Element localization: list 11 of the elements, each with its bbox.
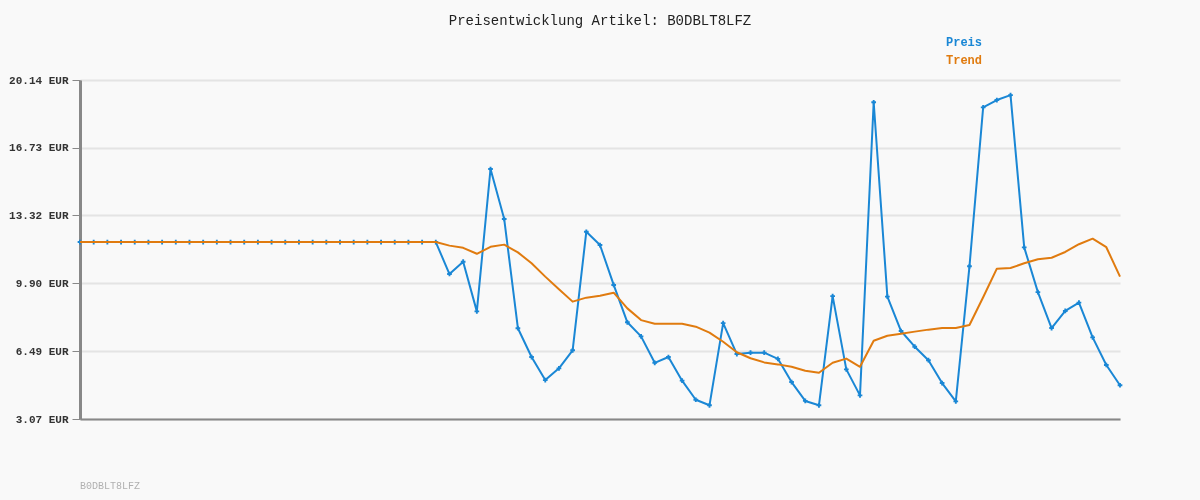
text: Trend: [946, 54, 983, 68]
y-tick-label: 13.32 EUR: [9, 209, 69, 222]
chart-title: Preisentwicklung Artikel: B0DBLT8LFZ: [448, 13, 752, 29]
y-tick-label: 16.73 EUR: [9, 142, 69, 155]
y-tick-label: 6.49 EUR: [15, 345, 69, 358]
text: Preis: [946, 36, 983, 50]
y-tick-label: 20.14 EUR: [9, 74, 69, 87]
y-tick-label: 9.90 EUR: [15, 277, 69, 290]
line-series: [79, 237, 1121, 374]
y-tick-label: 3.07 EUR: [15, 413, 69, 426]
text: B0DBLT8LFZ: [80, 481, 141, 492]
